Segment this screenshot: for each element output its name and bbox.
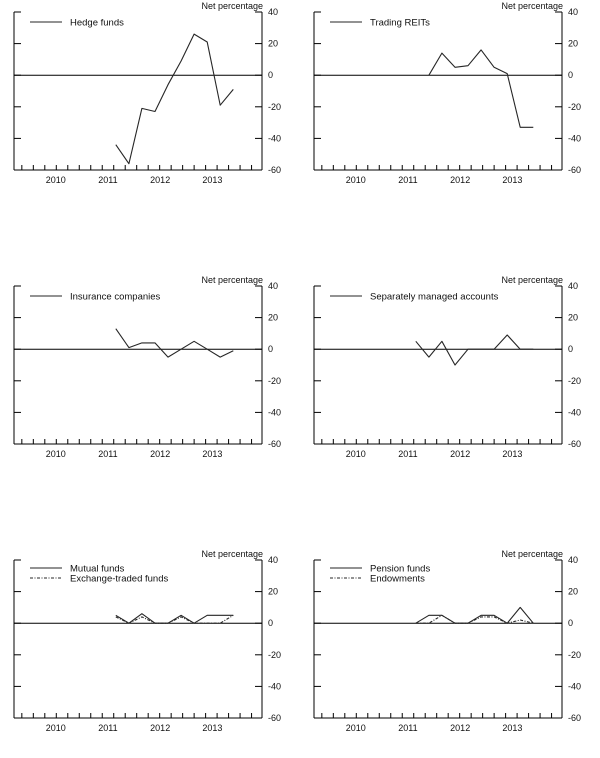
x-tick-label: 2011 — [398, 175, 417, 185]
y-tick-label: 0 — [568, 344, 573, 354]
y-tick-label: 20 — [568, 587, 578, 597]
series-line-solid — [415, 334, 534, 366]
legend-label: Endowments — [370, 574, 425, 585]
x-tick-label: 2011 — [98, 449, 117, 459]
y-tick-label: -60 — [568, 439, 581, 449]
chart-panel-middle-right: Net percentage 40 20 0 -20 -40 -60 2010 2011 201… — [300, 274, 600, 484]
legend-label: Exchange-traded funds — [70, 574, 168, 585]
y-tick-label: -20 — [268, 650, 281, 660]
y-tick-label: 20 — [268, 313, 278, 323]
y-tick-label: 40 — [568, 281, 578, 291]
chart-canvas: 40 20 0 -20 -40 -60 2010 2011 2012 2013 Pension fu… — [313, 555, 581, 733]
legend-label: Mutual funds — [70, 564, 125, 575]
series-line-solid — [115, 613, 234, 624]
units-label: Net percentage — [201, 275, 263, 285]
legend-label: Separately managed accounts — [370, 292, 499, 303]
y-tick-label: -20 — [268, 102, 281, 112]
chart-panel-top-left: Net percentage 40 20 0 -20 -40 -60 2010 2011 201… — [0, 0, 300, 210]
x-tick-label: 2013 — [502, 175, 522, 185]
y-tick-label: 0 — [268, 70, 273, 80]
units-label: Net percentage — [501, 549, 563, 559]
units-label: Net percentage — [501, 275, 563, 285]
x-tick-label: 2012 — [450, 175, 470, 185]
legend-label: Hedge funds — [70, 18, 124, 29]
chart-panel-bottom-left: Net percentage 40 20 0 -20 -40 -60 2010 2011 201… — [0, 548, 300, 758]
chart-panel-middle-left: Net percentage 40 20 0 -20 -40 -60 2010 2011 201… — [0, 274, 300, 484]
x-tick-label: 2013 — [202, 449, 222, 459]
x-tick-label: 2013 — [202, 723, 222, 733]
units-label: Net percentage — [201, 1, 263, 11]
x-tick-label: 2010 — [46, 449, 66, 459]
x-tick-label: 2011 — [98, 723, 117, 733]
units-label: Net percentage — [501, 1, 563, 11]
y-tick-label: -40 — [568, 407, 581, 417]
y-tick-label: -40 — [268, 681, 281, 691]
x-tick-label: 2011 — [398, 723, 417, 733]
y-tick-label: 20 — [568, 39, 578, 49]
x-tick-label: 2012 — [450, 723, 470, 733]
chart-panel-top-right: Net percentage 40 20 0 -20 -40 -60 2010 2011 201… — [300, 0, 600, 210]
y-tick-label: -60 — [268, 165, 281, 175]
y-tick-label: 0 — [268, 618, 273, 628]
y-tick-label: -20 — [268, 376, 281, 386]
chart-canvas: 40 20 0 -20 -40 -60 2010 2011 2012 2013 Hedge fund… — [13, 7, 281, 185]
y-tick-label: -20 — [568, 650, 581, 660]
x-tick-label: 2013 — [502, 723, 522, 733]
legend-label: Pension funds — [370, 564, 430, 575]
series-line-dash-dot — [115, 614, 234, 624]
x-tick-label: 2010 — [46, 175, 66, 185]
x-tick-label: 2010 — [346, 449, 366, 459]
y-tick-label: -60 — [268, 439, 281, 449]
y-tick-label: 20 — [268, 587, 278, 597]
x-tick-label: 2011 — [398, 449, 417, 459]
y-tick-label: -20 — [568, 376, 581, 386]
chart-panel-bottom-right: Net percentage 40 20 0 -20 -40 -60 2010 2011 201… — [300, 548, 600, 758]
series-line-solid — [428, 49, 534, 128]
y-tick-label: 20 — [568, 313, 578, 323]
chart-canvas: 40 20 0 -20 -40 -60 2010 2011 2012 2013 Separately… — [313, 281, 581, 459]
y-tick-label: 40 — [268, 7, 278, 17]
x-tick-label: 2013 — [202, 175, 222, 185]
y-tick-label: -20 — [568, 102, 581, 112]
y-tick-label: -40 — [568, 681, 581, 691]
legend-label: Insurance companies — [70, 292, 161, 303]
y-tick-label: 40 — [568, 7, 578, 17]
series-line-dash-dot — [415, 614, 534, 624]
y-tick-label: 40 — [268, 555, 278, 565]
x-tick-label: 2010 — [346, 723, 366, 733]
y-tick-label: 0 — [268, 344, 273, 354]
y-tick-label: -60 — [568, 713, 581, 723]
y-tick-label: 0 — [568, 70, 573, 80]
x-tick-label: 2012 — [450, 449, 470, 459]
series-line-solid — [415, 606, 534, 624]
units-label: Net percentage — [201, 549, 263, 559]
x-tick-label: 2010 — [346, 175, 366, 185]
series-line-solid — [115, 33, 234, 165]
y-tick-label: -60 — [568, 165, 581, 175]
x-tick-label: 2010 — [46, 723, 66, 733]
x-tick-label: 2013 — [502, 449, 522, 459]
y-tick-label: 0 — [568, 618, 573, 628]
y-tick-label: -40 — [268, 133, 281, 143]
x-tick-label: 2012 — [150, 449, 170, 459]
x-tick-label: 2012 — [150, 175, 170, 185]
y-tick-label: -60 — [268, 713, 281, 723]
y-tick-label: -40 — [268, 407, 281, 417]
chart-canvas: 40 20 0 -20 -40 -60 2010 2011 2012 2013 Insurance … — [13, 281, 281, 459]
x-tick-label: 2012 — [150, 723, 170, 733]
chart-canvas: 40 20 0 -20 -40 -60 2010 2011 2012 2013 Trading RE… — [313, 7, 581, 185]
chart-canvas: 40 20 0 -20 -40 -60 2010 2011 2012 2013 Mutual fun… — [13, 555, 281, 733]
legend-label: Trading REITs — [370, 18, 430, 29]
y-tick-label: 40 — [568, 555, 578, 565]
x-tick-label: 2011 — [98, 175, 117, 185]
y-tick-label: -40 — [568, 133, 581, 143]
y-tick-label: 20 — [268, 39, 278, 49]
y-tick-label: 40 — [268, 281, 278, 291]
series-line-solid — [115, 328, 234, 358]
